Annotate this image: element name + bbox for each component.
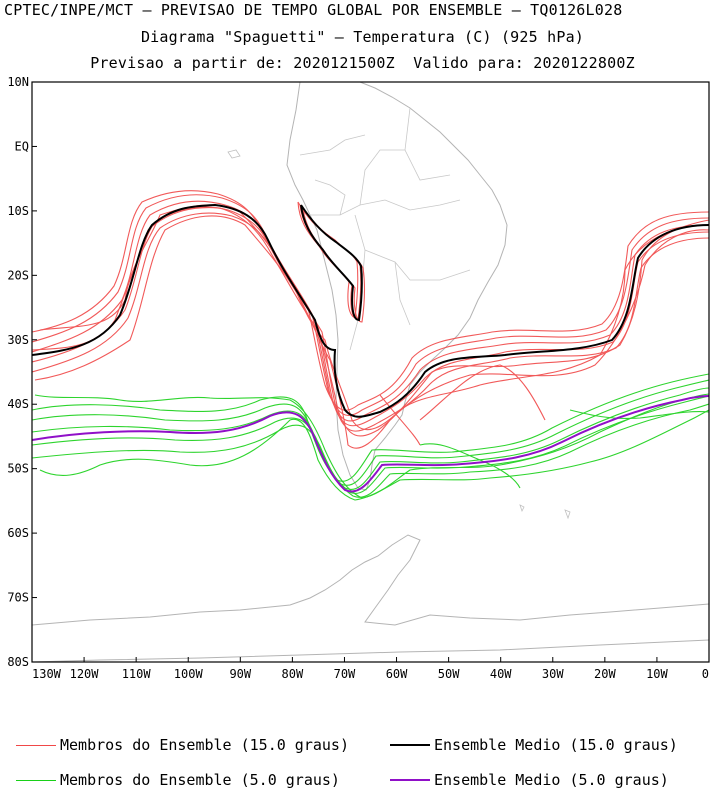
longitude-axis: 130W 120W 110W 100W 90W 80W 70W 60W 50W 40W 30W 20W…: [31, 657, 710, 681]
legend-label-mean-5: Ensemble Medio (5.0 graus): [434, 771, 669, 789]
island-outlines: [227, 149, 571, 520]
members-5-group: [32, 373, 709, 501]
lon-label: 50W: [438, 667, 460, 681]
lon-label: 100W: [174, 667, 204, 681]
lon-label: 60W: [386, 667, 408, 681]
lon-label: 30W: [542, 667, 564, 681]
lon-label: 10W: [646, 667, 668, 681]
lat-label: 70S: [7, 591, 29, 605]
legend-swatch-members-5: [16, 779, 56, 781]
lat-label: 20S: [7, 268, 29, 282]
spaghetti-map: 10N EQ 10S 20S 30S 40S 50S 60S 70S 80S 130W 120W 11…: [7, 75, 710, 681]
south-america-outline: [286, 82, 508, 491]
legend-members-15: Membros do Ensemble (15.0 graus): [16, 736, 349, 754]
lat-label: 80S: [7, 655, 29, 669]
legend-label-mean-15: Ensemble Medio (15.0 graus): [434, 736, 678, 754]
lon-label: 40W: [490, 667, 512, 681]
lon-label: 70W: [334, 667, 356, 681]
lon-label: 80W: [282, 667, 304, 681]
lon-label: 110W: [122, 667, 152, 681]
lon-label: 120W: [70, 667, 100, 681]
antarctica-outline: [32, 534, 709, 662]
legend-label-members-15: Membros do Ensemble (15.0 graus): [60, 736, 349, 754]
lon-label: 20W: [594, 667, 616, 681]
legend-swatch-members-15: [16, 744, 56, 746]
legend-mean-15: Ensemble Medio (15.0 graus): [390, 736, 678, 754]
lat-label: 10S: [7, 204, 29, 218]
mean-15-andes-line: [300, 204, 363, 322]
lat-label: 10N: [7, 75, 29, 89]
mean-5-line: [32, 395, 709, 493]
members-15-group: [32, 190, 709, 449]
latitude-axis: 10N EQ 10S 20S 30S 40S 50S 60S 70S 80S: [7, 75, 37, 669]
legend-members-5: Membros do Ensemble (5.0 graus): [16, 771, 340, 789]
lon-label: 0: [702, 667, 709, 681]
lat-label: 60S: [7, 526, 29, 540]
lat-label: EQ: [15, 139, 29, 153]
lat-label: 50S: [7, 462, 29, 476]
mean-15-line: [32, 203, 709, 418]
title-line-3: Previsao a partir de: 2020121500Z Valido…: [90, 54, 635, 72]
legend-swatch-mean-5: [390, 779, 430, 781]
legend-swatch-mean-15: [390, 744, 430, 746]
legend-mean-5: Ensemble Medio (5.0 graus): [390, 771, 669, 789]
legend-label-members-5: Membros do Ensemble (5.0 graus): [60, 771, 340, 789]
lat-label: 30S: [7, 333, 29, 347]
title-line-1: CPTEC/INPE/MCT – PREVISAO DE TEMPO GLOBA…: [4, 1, 623, 19]
lat-label: 40S: [7, 397, 29, 411]
title-line-2: Diagrama "Spaguetti" – Temperatura (C) (…: [140, 28, 585, 46]
country-borders: [299, 107, 471, 351]
lon-label: 90W: [229, 667, 251, 681]
map-frame: [31, 81, 710, 663]
lon-label: 130W: [32, 667, 62, 681]
